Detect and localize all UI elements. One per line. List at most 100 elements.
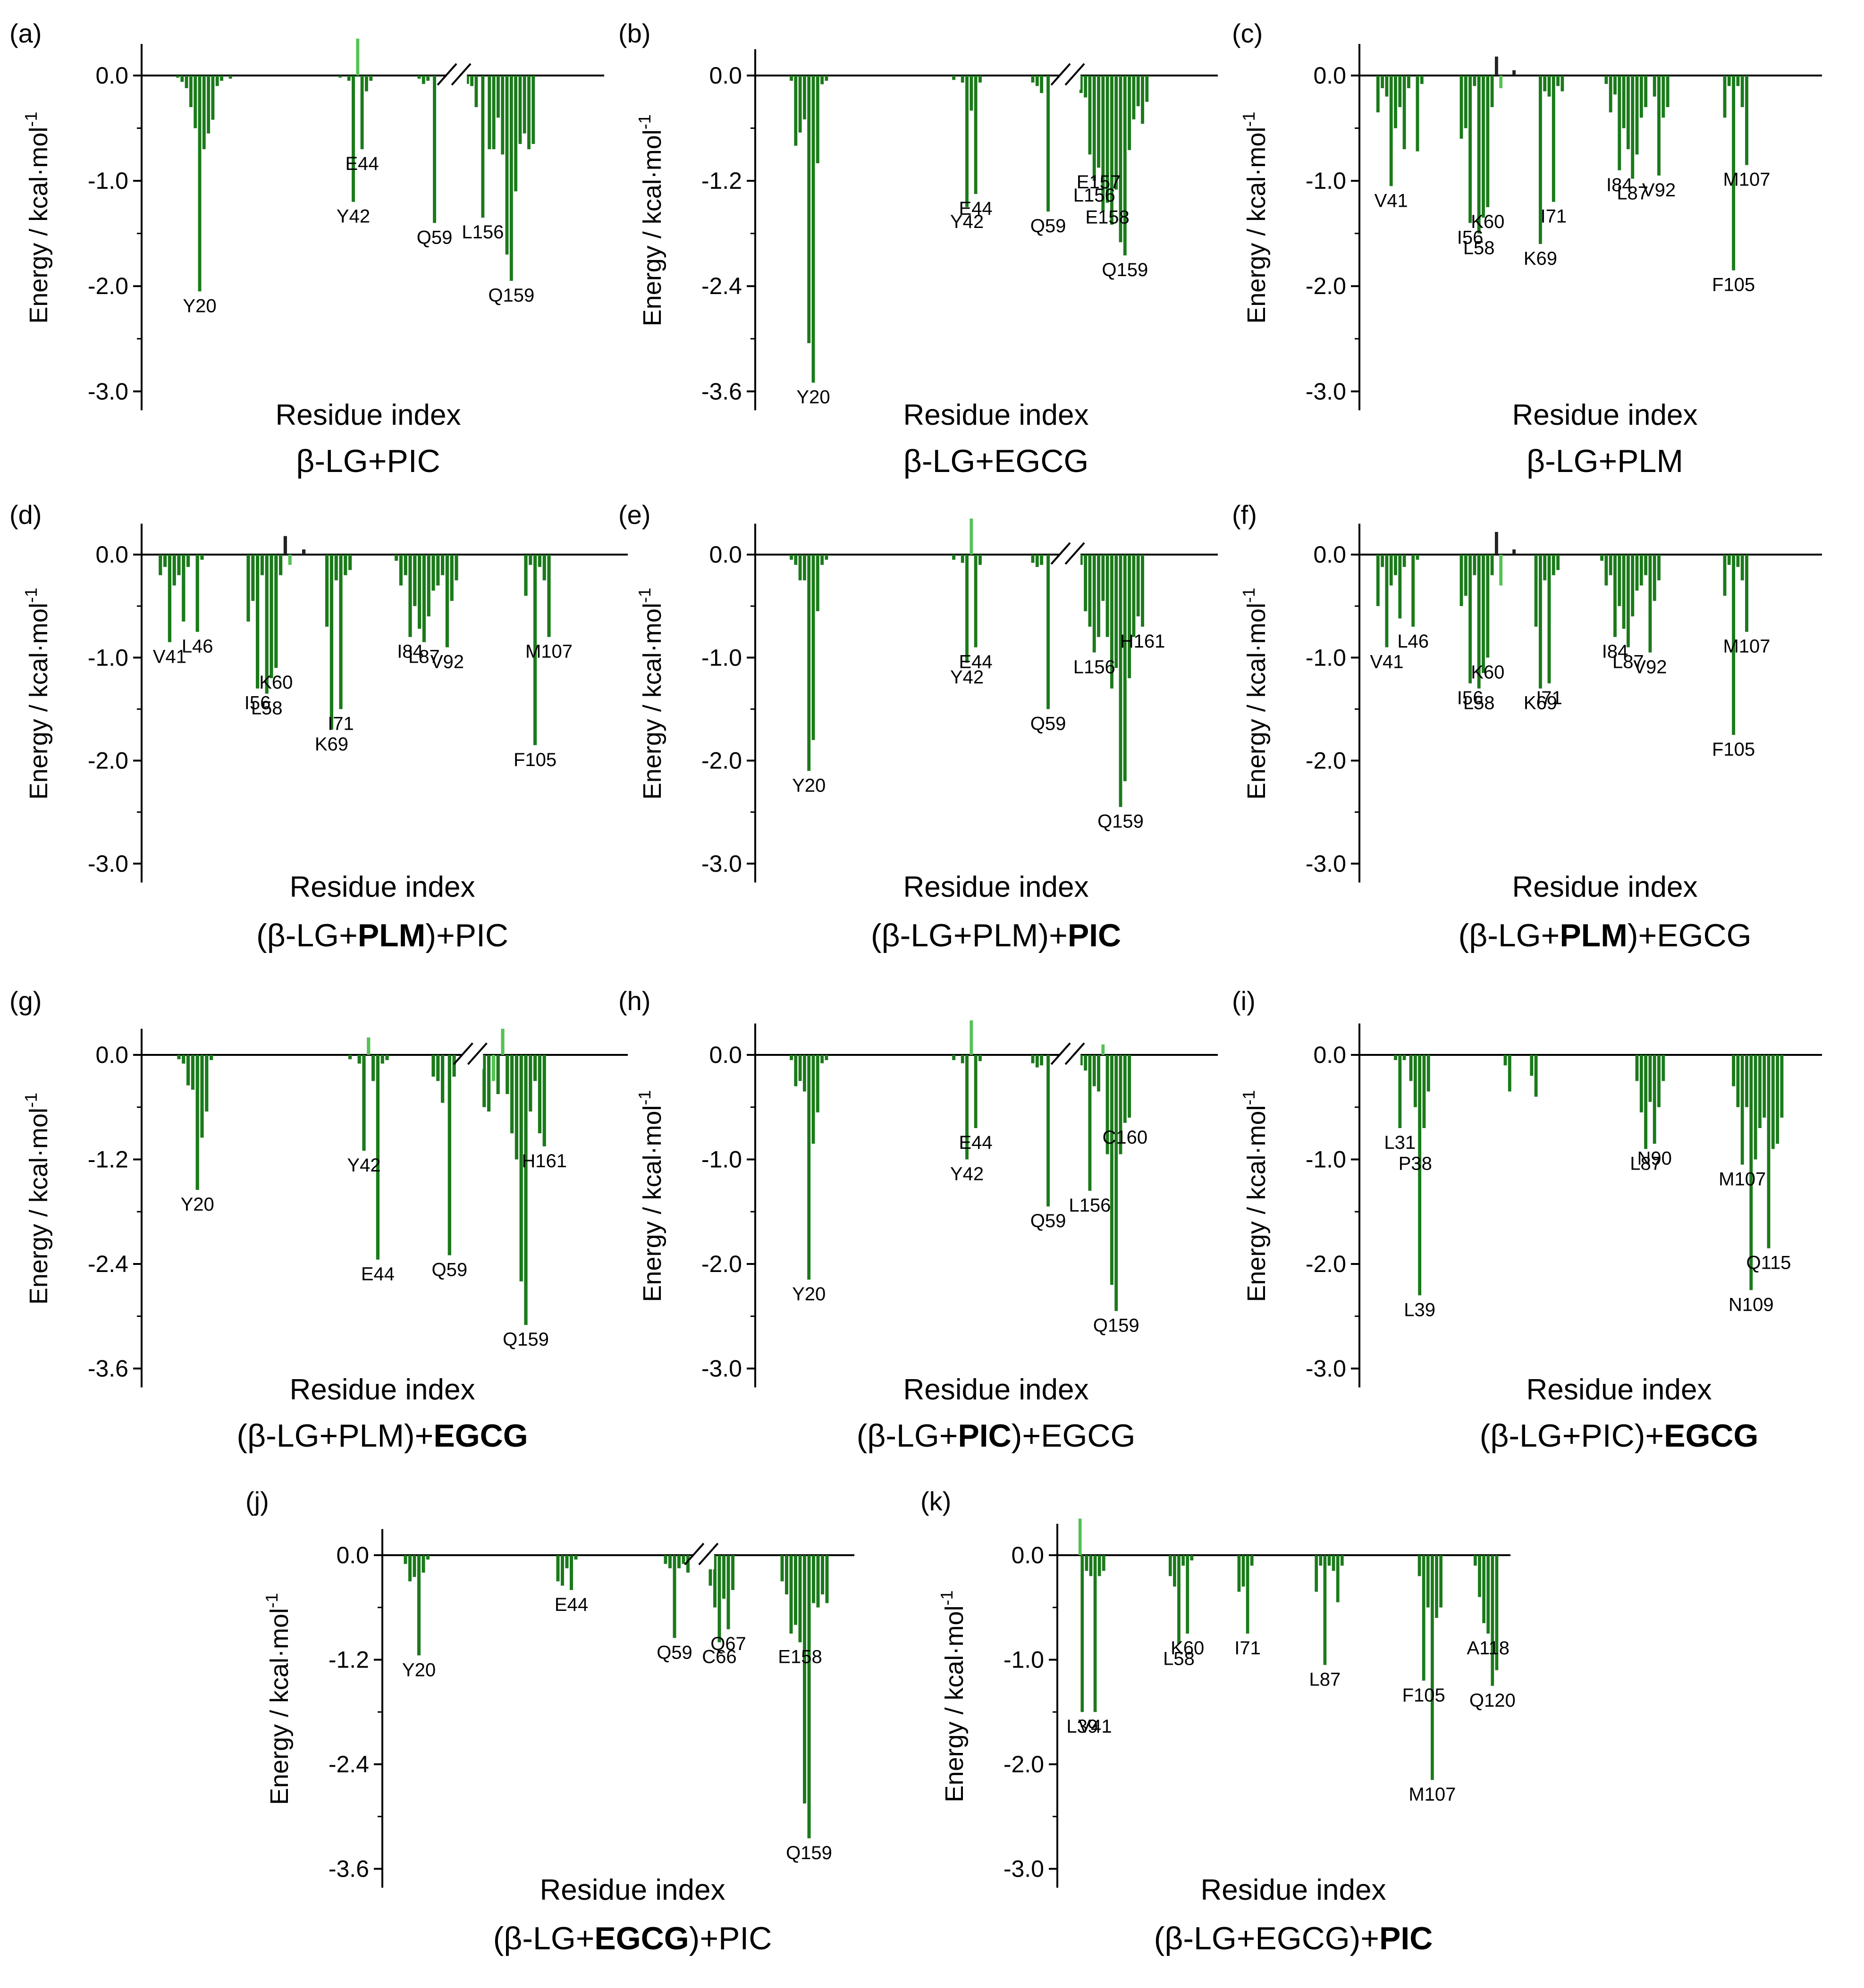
bar-g-1 — [182, 1055, 186, 1064]
bar-f-39 — [1657, 555, 1661, 581]
bar-f-41 — [1727, 555, 1731, 565]
bar-a-12 — [338, 76, 342, 78]
bar-h-1 — [794, 1055, 798, 1087]
residue-label-f-10: F105 — [1712, 739, 1755, 760]
bar-g-33 — [538, 1055, 542, 1134]
bar-g-10 — [362, 1055, 366, 1151]
bar-e-2 — [798, 555, 802, 581]
panel-title-c: β-LG+PLM — [1527, 443, 1683, 479]
residue-label-k-1: V41 — [1078, 1716, 1112, 1737]
residue-label-c-5: I71 — [1540, 206, 1567, 227]
bar-k-10 — [1181, 1555, 1185, 1566]
panel-b: (b) 0.0 -1.2 -2.4 -3.6 Energy / kcal·mol-1 Res… — [618, 18, 1218, 479]
bar-c-20 — [1512, 70, 1516, 76]
y-tick-label-k-0: 0.0 — [1011, 1542, 1044, 1568]
x-axis-label-h: Residue index — [903, 1373, 1089, 1406]
bar-c-41 — [1723, 76, 1727, 118]
bar-h-7 — [820, 1055, 824, 1063]
panel-label-j: (j) — [245, 1486, 269, 1516]
bar-e-25 — [1105, 555, 1109, 637]
bar-g-9 — [357, 1055, 361, 1064]
bar-h-19 — [1079, 1055, 1083, 1066]
bar-g-21 — [482, 1055, 486, 1107]
residue-label-e-3: Q59 — [1030, 713, 1066, 734]
bar-d-36 — [440, 555, 445, 575]
panel-j: (j) 0.0 -1.2 -2.4 -3.6 Energy / kcal·mol-1 Res… — [245, 1486, 854, 1956]
bar-c-12 — [1468, 76, 1472, 223]
bar-f-18 — [1499, 555, 1503, 586]
bar-j-7 — [561, 1555, 564, 1586]
bar-b-24 — [1101, 76, 1105, 212]
x-axis-label-e: Residue index — [903, 871, 1089, 903]
bar-c-3 — [1389, 76, 1393, 186]
bar-b-9 — [952, 76, 956, 80]
bar-j-10 — [574, 1555, 578, 1560]
bar-f-38 — [1653, 555, 1656, 601]
axis-break-line2-g — [467, 1042, 488, 1065]
bar-b-6 — [816, 76, 819, 163]
bar-j-27 — [798, 1555, 802, 1643]
bar-j-19 — [717, 1555, 721, 1643]
panel-title-seg-g-0: (β-LG+PLM)+ — [236, 1418, 433, 1454]
residue-label-h-0: Y20 — [792, 1284, 826, 1305]
bar-g-23 — [491, 1055, 496, 1081]
panel-title-f: (β-LG+PLM)+EGCG — [1459, 918, 1752, 953]
y-tick-label-f-1: -1.0 — [1306, 644, 1346, 671]
residue-label-f-4: K60 — [1471, 662, 1504, 682]
bar-a-37 — [531, 76, 535, 144]
bar-e-9 — [952, 555, 956, 560]
panel-title-seg-j-1: EGCG — [594, 1921, 689, 1956]
axis-break-mask-h — [1060, 1041, 1081, 1069]
bar-k-0 — [1078, 1518, 1082, 1555]
axis-break-line2-h — [1064, 1042, 1085, 1065]
bar-c-39 — [1662, 76, 1665, 118]
residue-label-a-0: Y20 — [183, 295, 216, 316]
residue-label-b-2: E44 — [959, 198, 993, 219]
residue-label-f-1: L46 — [1397, 631, 1429, 652]
y-tick-label-i-0: 0.0 — [1313, 1042, 1346, 1068]
bar-f-33 — [1631, 555, 1635, 616]
y-tick-label-b-2: -2.4 — [701, 273, 742, 299]
residue-label-e-6: Q159 — [1097, 811, 1144, 832]
bar-h-23 — [1097, 1055, 1100, 1092]
bar-d-7 — [195, 555, 199, 632]
residue-label-b-3: Q59 — [1030, 216, 1066, 236]
bar-d-11 — [255, 555, 260, 689]
residue-label-b-7: Q159 — [1102, 260, 1148, 280]
bar-f-42 — [1732, 555, 1736, 735]
bar-f-23 — [1547, 555, 1551, 683]
bar-f-31 — [1622, 555, 1626, 629]
bar-c-46 — [1745, 76, 1748, 165]
bar-d-10 — [251, 555, 255, 601]
bar-f-3 — [1389, 555, 1393, 586]
bar-i-13 — [1639, 1055, 1643, 1112]
y-axis-label-sup: -1 — [262, 1593, 281, 1608]
bar-k-1 — [1080, 1555, 1084, 1712]
bar-j-8 — [565, 1555, 569, 1568]
residue-label-i-2: L39 — [1404, 1299, 1435, 1320]
bar-c-15 — [1482, 76, 1485, 218]
y-tick-label-j-3: -3.6 — [329, 1855, 369, 1882]
bar-a-32 — [509, 76, 513, 281]
bar-i-19 — [1732, 1055, 1736, 1087]
residue-label-d-5: K69 — [315, 734, 348, 755]
bar-i-17 — [1657, 1055, 1661, 1107]
bar-j-21 — [726, 1555, 730, 1629]
residue-label-e-2: E44 — [959, 651, 993, 672]
residue-label-c-0: V41 — [1375, 190, 1408, 211]
x-axis-label-a: Residue index — [276, 399, 461, 431]
bar-f-17 — [1494, 531, 1498, 555]
axis-break-g — [453, 1041, 488, 1069]
bar-b-29 — [1123, 76, 1127, 256]
axis-break-mask-b — [1060, 61, 1081, 90]
bar-d-29 — [408, 555, 412, 637]
bar-j-23 — [780, 1555, 784, 1582]
bar-g-0 — [177, 1055, 181, 1060]
bar-e-29 — [1123, 555, 1127, 782]
bar-c-14 — [1477, 76, 1481, 234]
bar-j-18 — [713, 1555, 717, 1608]
bar-d-12 — [260, 555, 264, 575]
bar-k-20 — [1327, 1555, 1331, 1566]
y-axis-label-sup: -1 — [937, 1590, 956, 1605]
y-axis-label-j: Energy / kcal·mol-1 — [262, 1593, 294, 1805]
